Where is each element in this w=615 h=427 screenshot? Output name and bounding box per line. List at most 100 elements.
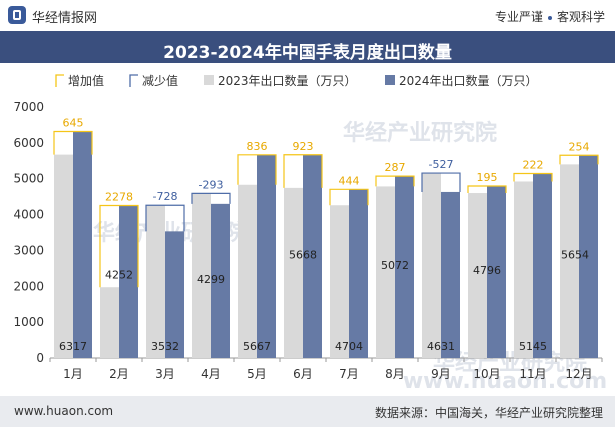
increase-marker xyxy=(99,204,139,288)
tagline: 专业严谨 客观科学 xyxy=(495,8,605,25)
y-tick-label: 1000 xyxy=(13,315,44,329)
bar-2023 xyxy=(376,186,395,358)
increase-marker xyxy=(329,188,369,206)
change-label: -728 xyxy=(153,190,178,203)
watermark: www.huaon.com xyxy=(403,369,607,394)
bar-2024 xyxy=(441,191,460,358)
x-tick-label: 12月 xyxy=(565,367,592,381)
value-label-2024: 5667 xyxy=(243,340,271,353)
value-label-2024: 6317 xyxy=(59,340,87,353)
change-label: 444 xyxy=(339,174,360,187)
decrease-marker xyxy=(421,172,461,192)
increase-marker xyxy=(283,154,323,188)
y-tick-label: 6000 xyxy=(13,136,44,150)
bar-2023 xyxy=(330,205,349,358)
change-label: 287 xyxy=(385,161,406,174)
change-label: -527 xyxy=(429,158,454,171)
bar-2024 xyxy=(395,176,414,358)
x-tick-label: 9月 xyxy=(431,367,451,381)
bar-2023 xyxy=(54,154,73,358)
tagline-right: 客观科学 xyxy=(556,10,605,24)
bar-2024 xyxy=(211,203,230,358)
change-label: 2278 xyxy=(105,191,133,204)
bar-2023 xyxy=(192,193,211,358)
decrease-marker xyxy=(145,204,185,232)
legend-2024-label: 2024年出口数量（万只） xyxy=(399,73,538,88)
bar-2023 xyxy=(422,173,441,358)
legend-2024-swatch xyxy=(385,75,395,85)
legend-increase-label: 增加值 xyxy=(68,73,104,88)
value-label-2024: 5072 xyxy=(381,259,409,272)
x-tick-label: 3月 xyxy=(155,367,175,381)
bar-2023 xyxy=(284,187,303,358)
legend-2023-label: 2023年出口数量（万只） xyxy=(218,73,357,88)
tagline-left: 专业严谨 xyxy=(494,10,543,24)
bar-2023 xyxy=(238,184,257,358)
x-tick-label: 4月 xyxy=(201,367,221,381)
bar-2024 xyxy=(533,173,552,358)
y-tick-label: 5000 xyxy=(13,172,44,186)
change-label: -293 xyxy=(199,178,224,191)
value-label-2024: 5145 xyxy=(519,340,547,353)
y-tick-label: 0 xyxy=(36,351,44,365)
x-tick-label: 11月 xyxy=(519,367,546,381)
brand-name: 华经情报网 xyxy=(32,11,98,26)
x-tick-label: 6月 xyxy=(293,367,313,381)
x-tick-label: 5月 xyxy=(247,367,267,381)
value-label-2024: 4631 xyxy=(427,340,455,353)
bar-2024 xyxy=(349,189,368,358)
y-tick-label: 3000 xyxy=(13,243,44,257)
y-tick-label: 4000 xyxy=(13,208,44,222)
x-tick-label: 8月 xyxy=(385,367,405,381)
change-label: 923 xyxy=(293,140,314,153)
x-tick-label: 2月 xyxy=(109,367,129,381)
change-label: 222 xyxy=(523,159,544,172)
value-label-2024: 4252 xyxy=(105,268,133,281)
footer-bar xyxy=(0,396,615,427)
bar-2024 xyxy=(165,231,184,358)
chart-title: 2023-2024年中国手表月度出口数量 xyxy=(163,43,452,63)
bar-2024 xyxy=(303,154,322,358)
footer-source: 数据来源：中国海关，华经产业研究院整理 xyxy=(374,406,603,420)
legend-decrease-label: 减少值 xyxy=(142,73,178,88)
bar-2023 xyxy=(100,287,119,358)
bar-2024 xyxy=(257,154,276,358)
increase-marker xyxy=(53,130,93,155)
bar-2024 xyxy=(73,131,92,358)
value-label-2024: 4299 xyxy=(197,273,225,286)
change-label: 836 xyxy=(247,140,268,153)
y-tick-label: 2000 xyxy=(13,279,44,293)
increase-marker xyxy=(375,175,415,187)
value-label-2024: 4704 xyxy=(335,340,363,353)
bar-2024 xyxy=(487,186,506,358)
change-label: 195 xyxy=(477,171,498,184)
increase-marker xyxy=(237,154,277,185)
change-label: 645 xyxy=(63,116,84,129)
legend-2023-swatch xyxy=(204,75,214,85)
y-tick-label: 7000 xyxy=(13,100,44,114)
legend-decrease-swatch xyxy=(129,74,138,87)
increase-marker xyxy=(559,154,599,165)
increase-marker xyxy=(467,185,507,194)
title-bar xyxy=(0,31,615,63)
legend-increase-swatch xyxy=(55,74,64,87)
logo-icon xyxy=(8,6,26,24)
x-tick-label: 7月 xyxy=(339,367,359,381)
bullet-icon xyxy=(547,15,552,20)
bar-2024 xyxy=(579,155,598,358)
footer-site: www.huaon.com xyxy=(14,404,114,418)
bar-2023 xyxy=(560,164,579,358)
bar-2023 xyxy=(468,193,487,358)
top-bar: 华经情报网 专业严谨 客观科学 xyxy=(0,0,615,30)
bar-2024 xyxy=(119,205,138,358)
decrease-marker xyxy=(191,192,231,204)
change-label: 254 xyxy=(569,140,590,153)
increase-marker xyxy=(513,172,553,182)
watermark: 华经产业研究院 xyxy=(343,120,497,146)
bar-2023 xyxy=(514,181,533,358)
value-label-2024: 5654 xyxy=(561,249,589,262)
bar-2023 xyxy=(146,205,165,358)
x-tick-label: 10月 xyxy=(473,367,500,381)
value-label-2024: 5668 xyxy=(289,248,317,261)
